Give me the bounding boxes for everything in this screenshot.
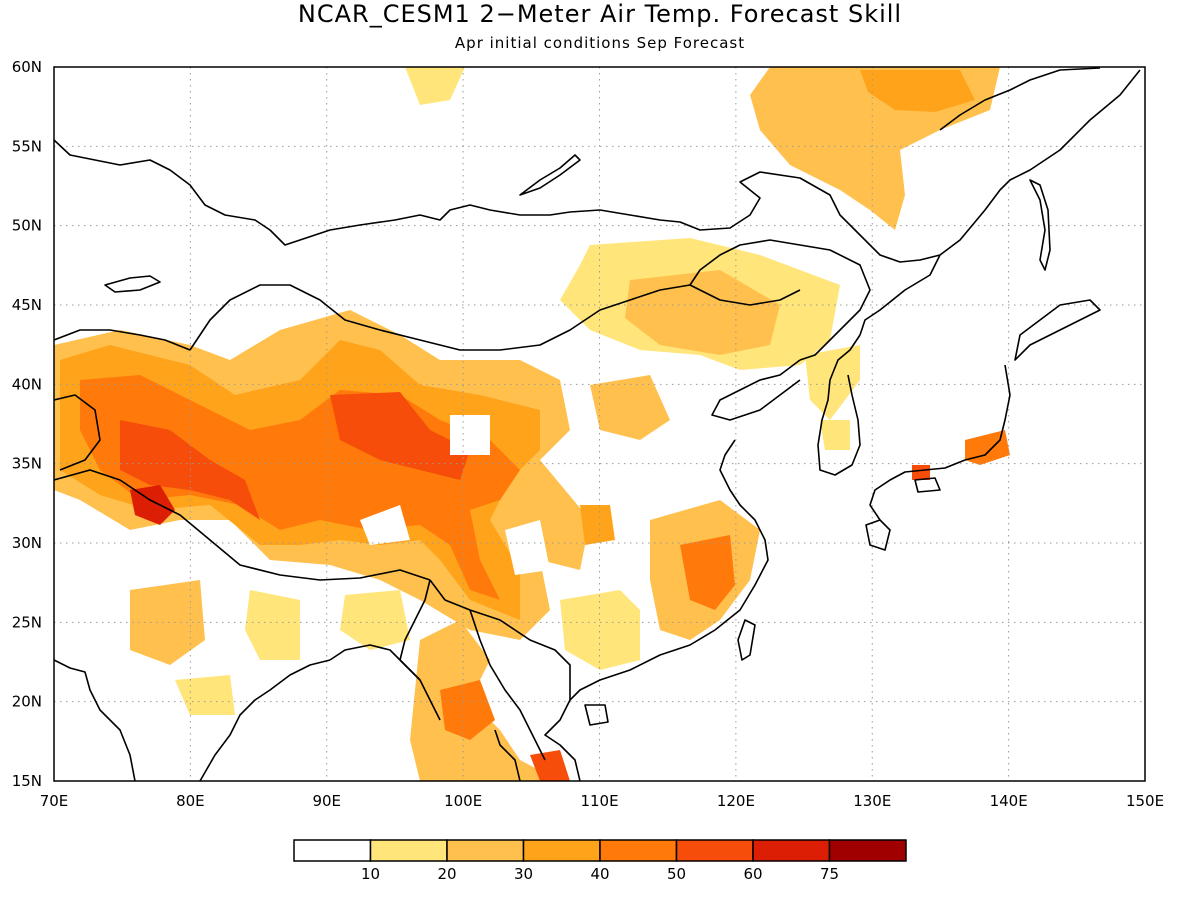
- latitude-label: 25N: [12, 613, 42, 631]
- skill-area-korea: [805, 345, 860, 420]
- longitude-label: 90E: [312, 792, 341, 810]
- border-china-mongolia: [189, 284, 801, 351]
- latitude-labels: 15N 20N 25N 30N 35N 40N 45N 50N 55N 60N: [12, 58, 42, 790]
- skill-gap-a: [450, 415, 490, 455]
- border-afghanistan: [54, 394, 101, 471]
- border-myanmar: [399, 579, 431, 681]
- longitude-labels: 70E 80E 90E 100E 110E 120E 130E 140E 150E: [40, 792, 1164, 810]
- latitude-label: 45N: [12, 296, 42, 314]
- skill-area-hubei: [580, 505, 615, 545]
- coastline-vietnam: [544, 699, 581, 781]
- border-china-south: [429, 579, 571, 700]
- skill-area-india: [130, 580, 205, 665]
- colorbar-swatch: [446, 839, 525, 862]
- colorbar-level-label: 75: [820, 865, 839, 883]
- longitude-label: 70E: [40, 792, 69, 810]
- skill-area-south-china: [560, 590, 640, 670]
- colorbar-level-label: 50: [667, 865, 686, 883]
- skill-area-indochina-south: [530, 750, 570, 781]
- skill-area-korea-b: [820, 420, 850, 450]
- colorbar-level-label: 40: [590, 865, 609, 883]
- skill-area-mongolia-core: [625, 270, 780, 355]
- coastline-bohai: [711, 359, 801, 421]
- border-china-russia-ne: [689, 239, 871, 361]
- skill-area-siberia-light: [405, 67, 465, 105]
- map-title: NCAR_CESM1 2−Meter Air Temp. Forecast Sk…: [297, 0, 903, 28]
- latitude-label: 15N: [12, 772, 42, 790]
- skill-area-india-c: [175, 675, 235, 715]
- coastline-baikal: [519, 154, 581, 196]
- colorbar-swatch: [752, 839, 831, 862]
- longitude-label: 100E: [444, 792, 482, 810]
- skill-area-japan: [965, 430, 1010, 465]
- colorbar-swatch: [599, 839, 678, 862]
- colorbar-swatch: [675, 839, 754, 862]
- longitude-label: 150E: [1126, 792, 1164, 810]
- colorbar-swatch: [828, 839, 907, 862]
- skill-area-bangladesh: [340, 590, 410, 650]
- latitude-label: 40N: [12, 375, 42, 393]
- plot-frame: [53, 66, 1146, 782]
- coastline-primorye: [859, 254, 941, 336]
- coastline-japan-honshu: [869, 364, 1011, 521]
- coastline-bay-of-bengal: [199, 659, 331, 781]
- latitude-label: 60N: [12, 58, 42, 76]
- colorbar-level-label: 20: [437, 865, 456, 883]
- coastline-china-east: [569, 439, 769, 701]
- colorbar-swatch: [293, 839, 372, 862]
- colorbar-level-label: 10: [361, 865, 380, 883]
- latitude-label: 55N: [12, 137, 42, 155]
- coastlines: [54, 67, 1141, 781]
- skill-area-japan-b: [912, 465, 930, 480]
- latitude-label: 35N: [12, 455, 42, 473]
- coastline-kyushu: [865, 519, 891, 551]
- coastline-shikoku: [914, 477, 941, 493]
- border-indochina: [469, 609, 546, 761]
- coastline-hainan: [584, 704, 609, 726]
- skill-area-siberia-core: [860, 70, 975, 112]
- skill-shading: [54, 67, 1010, 781]
- coastline-thailand: [494, 729, 521, 781]
- latitude-label: 30N: [12, 534, 42, 552]
- latitude-label: 20N: [12, 693, 42, 711]
- longitude-label: 120E: [717, 792, 755, 810]
- skill-area-southeast-china-core: [680, 535, 735, 610]
- coastline-myanmar: [329, 644, 441, 721]
- coastline-sakhalin: [1029, 179, 1051, 271]
- skill-area-indochina: [410, 620, 560, 781]
- skill-area-india-b: [245, 590, 300, 660]
- colorbar-swatch: [522, 839, 601, 862]
- coastline-india-west: [54, 659, 136, 781]
- skill-gap-c: [505, 520, 550, 575]
- skill-gap-b: [360, 505, 410, 545]
- skill-area-indochina-core: [440, 680, 495, 740]
- longitude-label: 110E: [580, 792, 618, 810]
- coastline-taiwan: [737, 619, 756, 661]
- longitude-label: 140E: [990, 792, 1028, 810]
- colorbar-level-label: 60: [743, 865, 762, 883]
- coastline-balkhash: [104, 275, 161, 293]
- colorbar-swatch: [369, 839, 448, 862]
- skill-area-loess: [590, 375, 670, 440]
- map-subtitle: Apr initial conditions Sep Forecast: [454, 34, 746, 52]
- coastline-korea: [817, 334, 861, 476]
- colorbar-level-label: 30: [514, 865, 533, 883]
- longitude-label: 80E: [176, 792, 205, 810]
- colorbar: 10 20 30 40 50 60 75: [293, 839, 907, 883]
- latitude-label: 50N: [12, 217, 42, 235]
- coastline-russia-north: [54, 69, 1141, 263]
- longitude-label: 130E: [853, 792, 891, 810]
- border-himalaya: [54, 469, 431, 581]
- coastline-japan-north: [1014, 299, 1101, 361]
- graticule: [54, 67, 1145, 781]
- coastline-okhotsk: [939, 67, 1101, 131]
- skill-area-qaidam: [330, 392, 470, 480]
- border-central-asia: [54, 329, 191, 351]
